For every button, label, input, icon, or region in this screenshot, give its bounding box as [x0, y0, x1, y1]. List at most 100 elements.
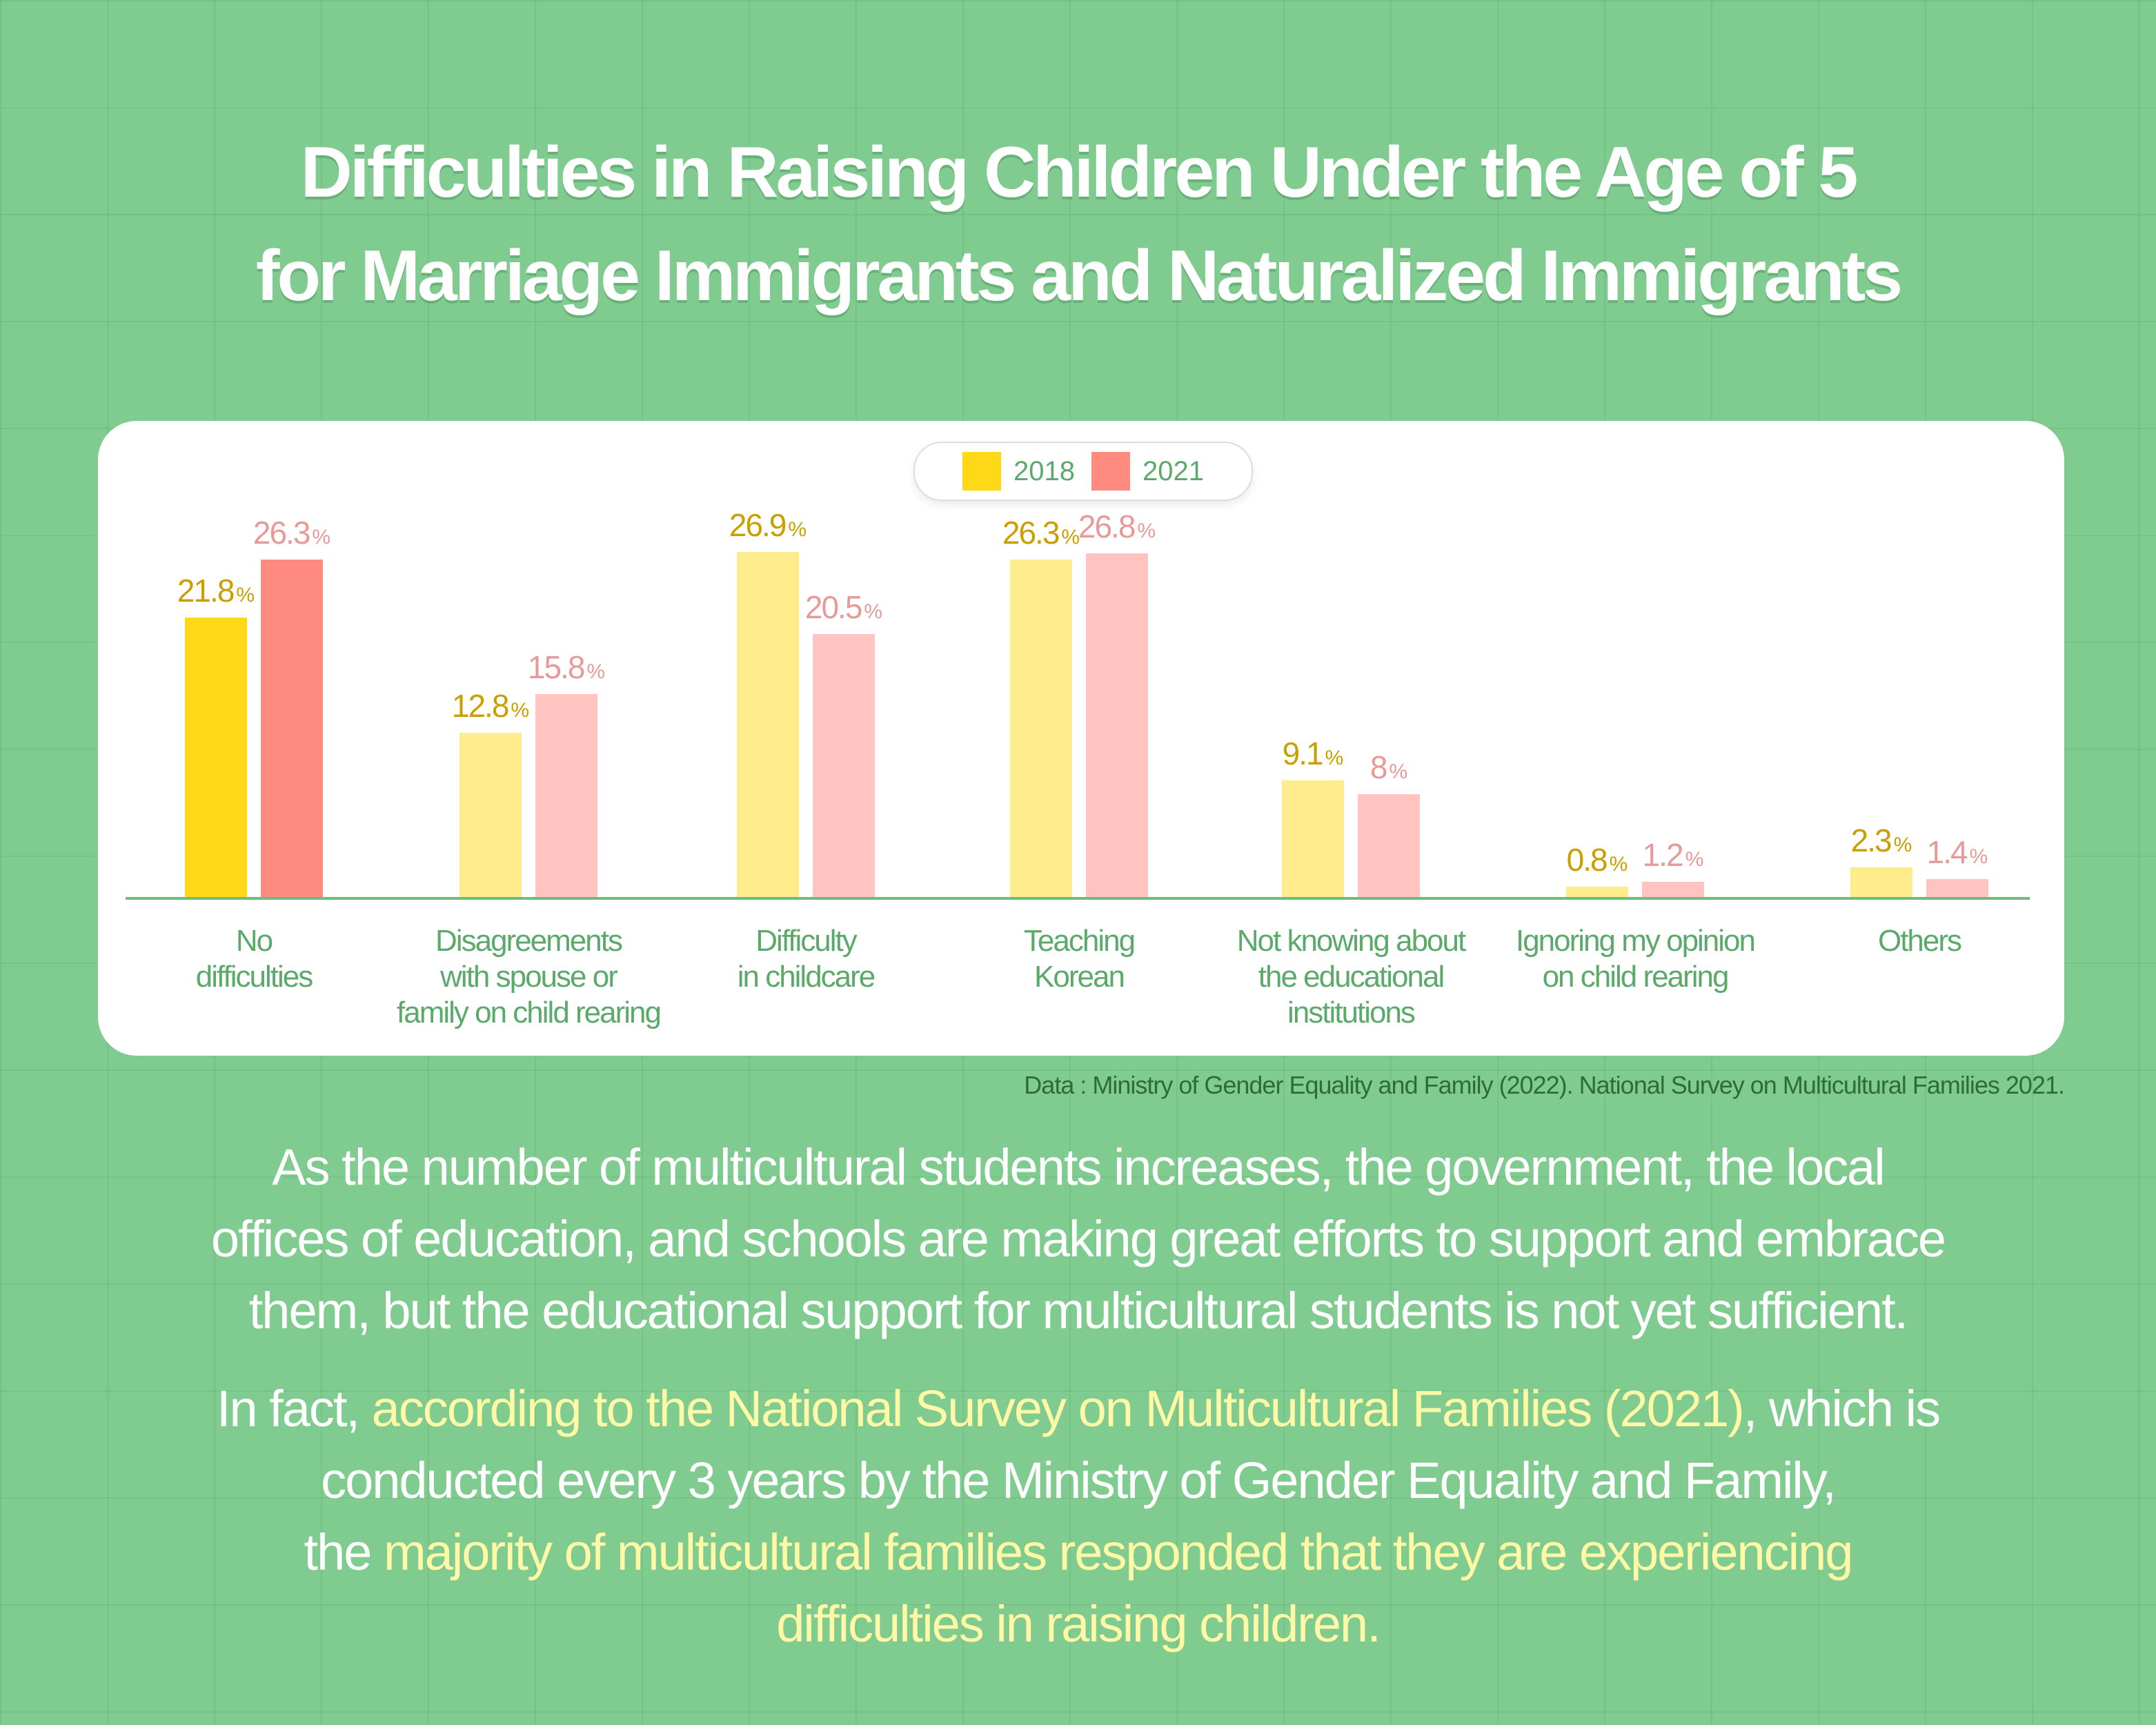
title-line-1: Difficulties in Raising Children Under t… [300, 132, 1859, 213]
data-label-value: 12.8 [451, 687, 510, 724]
data-label-value: 26.3 [1002, 514, 1060, 551]
data-label-2018-0: 21.8% [177, 572, 255, 609]
data-label-unit: % [586, 660, 606, 684]
data-label-value: 26.3 [253, 514, 311, 551]
data-label-2021-2: 20.5% [805, 589, 882, 626]
bar-2018-1 [459, 732, 522, 897]
category-label-line: institutions [1287, 996, 1416, 1029]
bar-2021-2 [813, 633, 875, 897]
bar-2021-0 [261, 559, 323, 897]
paragraph-2-line: the majority of multicultural families r… [0, 1517, 2156, 1588]
data-label-2021-0: 26.3% [253, 514, 330, 551]
data-label-2021-6: 1.4% [1927, 834, 1988, 871]
data-label-unit: % [1389, 760, 1408, 784]
paragraph-1-line: As the number of multicultural students … [272, 1138, 1886, 1196]
title-line-2: for Marriage Immigrants and Naturalized … [255, 236, 1903, 316]
category-label-line: Korean [1034, 960, 1125, 994]
data-label-value: 21.8 [177, 572, 235, 609]
data-label-2018-4: 9.1% [1283, 735, 1344, 772]
data-label-unit: % [312, 525, 331, 549]
category-label-line: Teaching [1023, 924, 1136, 958]
legend-item-2021: 2021 [1091, 452, 1204, 491]
body-text: , which is [1743, 1380, 1941, 1437]
data-label-2018-5: 0.8% [1567, 841, 1628, 878]
category-label-line: Disagreements [435, 924, 623, 958]
data-label-2018-2: 26.9% [729, 506, 807, 544]
data-label-2021-4: 8% [1370, 749, 1407, 786]
bar-2021-4 [1358, 794, 1420, 897]
data-label-value: 2.3 [1850, 822, 1892, 859]
category-label-6: Others [1774, 923, 2064, 959]
data-label-unit: % [236, 583, 255, 607]
category-label-line: No [235, 924, 273, 958]
data-label-unit: % [788, 518, 807, 541]
data-label-2021-3: 26.8% [1078, 508, 1156, 545]
data-label-2021-5: 1.2% [1643, 836, 1704, 874]
bar-2021-1 [535, 694, 597, 897]
bar-2018-2 [737, 551, 799, 897]
data-label-unit: % [511, 698, 530, 722]
category-label-2: Difficulty in childcare [661, 923, 951, 995]
body-text: conducted every 3 years by the Ministry … [321, 1452, 1837, 1509]
data-label-unit: % [1325, 746, 1344, 769]
data-label-value: 0.8 [1566, 842, 1608, 878]
paragraph-1-line: them, but the educational support for mu… [248, 1282, 1908, 1339]
category-label-3: Teaching Korean [934, 923, 1224, 995]
legend-swatch-2018 [962, 452, 1002, 491]
paragraph-2-line: conducted every 3 years by the Ministry … [0, 1445, 2156, 1517]
category-label-line: family on child rearing [397, 996, 662, 1029]
legend-label-2018: 2018 [1013, 455, 1075, 486]
bar-2018-6 [1850, 867, 1912, 897]
category-label-line: the educational [1258, 960, 1445, 994]
data-label-2021-1: 15.8% [528, 649, 605, 686]
category-label-0: No difficulties [109, 923, 399, 995]
data-label-value: 15.8 [527, 649, 586, 686]
category-label-line: Ignoring my opinion [1515, 924, 1756, 958]
category-label-4: Not knowing about the educational institut… [1206, 923, 1496, 1031]
category-label-5: Ignoring my opinion on child rearing [1490, 923, 1780, 995]
data-label-value: 1.4 [1926, 834, 1968, 870]
category-label-line: difficulties [195, 960, 313, 994]
x-axis-line [126, 897, 2030, 900]
data-label-2018-3: 26.3% [1002, 514, 1080, 551]
data-label-unit: % [1893, 834, 1912, 857]
bar-2018-4 [1282, 780, 1344, 897]
category-label-1: Disagreements with spouse or family on chi… [384, 923, 673, 1031]
chart-card [98, 421, 2064, 1056]
paragraph-2-line: In fact, according to the National Surve… [0, 1373, 2156, 1445]
category-label-line: with spouse or [440, 960, 618, 994]
category-label-line: on child rearing [1542, 960, 1730, 994]
legend-item-2018: 2018 [962, 452, 1075, 491]
legend-label-2021: 2021 [1143, 455, 1204, 486]
category-label-line: in childcare [737, 960, 876, 994]
bar-2021-3 [1086, 553, 1148, 897]
data-label-2018-1: 12.8% [452, 687, 529, 724]
data-label-value: 8 [1369, 749, 1388, 786]
category-label-line: Others [1877, 924, 1962, 958]
legend: 2018 2021 [913, 442, 1253, 501]
data-label-unit: % [864, 600, 883, 623]
paragraph-2: In fact, according to the National Surve… [0, 1373, 2156, 1660]
highlighted-text: majority of multicultural families respo… [383, 1524, 1853, 1581]
bar-2021-5 [1642, 881, 1704, 897]
data-label-value: 9.1 [1282, 735, 1324, 771]
data-label-value: 20.5 [804, 589, 863, 625]
bar-2018-0 [185, 617, 247, 897]
data-label-unit: % [1685, 847, 1704, 871]
body-text: In fact, [216, 1380, 372, 1437]
paragraph-1-line: offices of education, and schools are ma… [210, 1210, 1946, 1268]
highlighted-text: according to the National Survey on Mult… [371, 1380, 1745, 1437]
data-label-unit: % [1609, 853, 1628, 876]
data-label-unit: % [1137, 519, 1156, 542]
paragraph-1: As the number of multicultural students … [0, 1132, 2156, 1347]
data-label-value: 1.2 [1642, 836, 1684, 873]
data-label-unit: % [1061, 525, 1080, 549]
source-note: Data : Ministry of Gender Equality and F… [1024, 1071, 2065, 1099]
paragraph-2-line: difficulties in raising children. [0, 1588, 2156, 1660]
data-label-2018-6: 2.3% [1851, 822, 1912, 859]
category-label-line: Difficulty [755, 924, 857, 958]
data-label-value: 26.8 [1078, 508, 1136, 544]
bar-2021-6 [1926, 878, 1988, 897]
highlighted-text: difficulties in raising children. [776, 1595, 1381, 1653]
body-text: the [304, 1524, 384, 1581]
